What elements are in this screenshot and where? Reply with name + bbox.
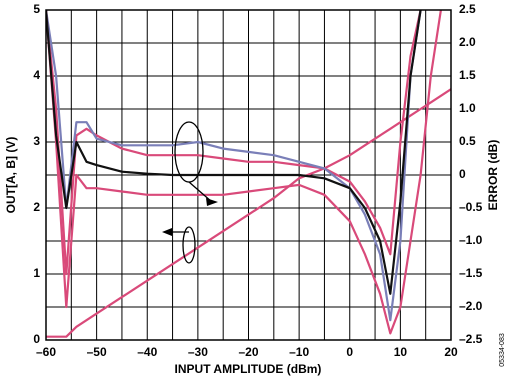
x-tick-label: 20 (444, 345, 458, 359)
y2-tick-label: 0.5 (459, 134, 476, 148)
y-tick-label: 5 (33, 2, 40, 16)
y2-tick-label: 2.5 (459, 2, 476, 16)
y-tick-label: 2 (33, 200, 40, 214)
annotation-arrow (188, 181, 213, 203)
y2-tick-label: –1.0 (459, 233, 483, 247)
annotation-ellipse (174, 121, 204, 183)
x-tick-label: 10 (394, 345, 408, 359)
annotation-arrowhead (162, 228, 172, 236)
series-line (46, 88, 451, 338)
y2-tick-label: 2.0 (459, 35, 476, 49)
x-tick-label: –30 (188, 345, 208, 359)
y-axis-label: OUT[A, B] (V) (4, 137, 18, 214)
series-line (46, 10, 422, 295)
series-line (46, 10, 422, 276)
y2-axis-label: ERROR (dB) (486, 140, 500, 211)
annotation-arrowhead (206, 198, 218, 206)
x-tick-label: –10 (289, 345, 309, 359)
y2-tick-label: –2.5 (459, 332, 483, 346)
y2-tick-label: 1.0 (459, 101, 476, 115)
plot-frame (45, 9, 452, 341)
y2-tick-label: –0.5 (459, 200, 483, 214)
x-tick-label: –20 (238, 345, 258, 359)
x-tick-label: –60 (36, 345, 56, 359)
y2-tick-label: 0 (459, 167, 466, 181)
y2-tick-label: –1.5 (459, 266, 483, 280)
figure-id: 05334-083 (499, 333, 506, 367)
y2-tick-label: 1.5 (459, 68, 476, 82)
series-line (46, 10, 442, 335)
y-tick-label: 3 (33, 134, 40, 148)
x-tick-label: 0 (346, 345, 353, 359)
y-tick-label: 0 (33, 332, 40, 346)
y-tick-label: 4 (33, 68, 40, 82)
y-tick-label: 1 (33, 266, 40, 280)
series-line (46, 10, 422, 322)
x-tick-label: –50 (87, 345, 107, 359)
y2-tick-label: –2.0 (459, 299, 483, 313)
x-tick-label: –40 (137, 345, 157, 359)
annotation-ellipse (182, 226, 196, 264)
x-axis-label: INPUT AMPLITUDE (dBm) (175, 362, 322, 376)
